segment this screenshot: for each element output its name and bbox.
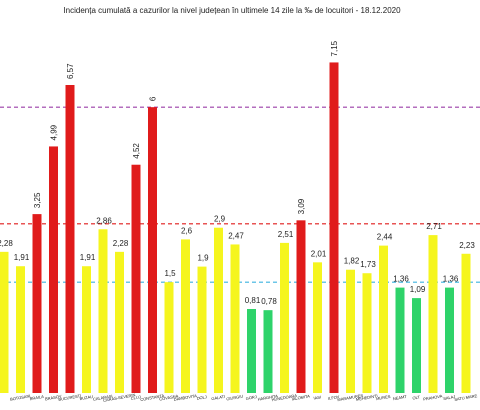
- x-tick-label: CARAS-SEVERIN: [103, 392, 136, 403]
- x-tick-label: OLT: [412, 394, 421, 400]
- x-tick-label: MEHEDINTI: [355, 393, 378, 402]
- x-tick-label: DAMBOVITA: [173, 393, 197, 402]
- bar: [445, 287, 454, 393]
- value-label: 1,09: [410, 285, 426, 294]
- x-tick-label: GALATI: [211, 394, 226, 401]
- bar: [32, 214, 42, 393]
- bar: [0, 251, 9, 393]
- value-label: 2,44: [377, 233, 393, 242]
- x-tick-label: IALOMITA: [291, 393, 310, 401]
- x-tick-label: PRAHOVA: [423, 393, 443, 401]
- value-label: 1,82: [344, 257, 360, 266]
- value-label: 2,9: [214, 215, 226, 224]
- x-tick-label: BUCURESTI: [58, 393, 82, 402]
- bar: [461, 253, 471, 393]
- chart-title: Incidența cumulată a cazurilor la nivel …: [63, 6, 401, 15]
- x-tick-label: DOLJ: [196, 394, 207, 401]
- bar: [230, 244, 240, 393]
- bar: [16, 266, 25, 393]
- x-tick-label: MARAMURES: [337, 393, 364, 402]
- value-label: 0,78: [261, 297, 277, 306]
- bar: [412, 298, 421, 393]
- x-tick-label: GIURGIU: [226, 394, 244, 402]
- value-label: 2,28: [0, 239, 13, 248]
- value-label: 6: [149, 96, 158, 101]
- value-label: 3,09: [297, 198, 306, 214]
- bar: [131, 164, 141, 393]
- x-tick-label: BUZAU: [79, 394, 93, 401]
- value-label: 2,6: [181, 226, 193, 235]
- value-label: 2,86: [96, 216, 112, 225]
- x-tick-label: MURES: [376, 394, 391, 401]
- bar: [115, 251, 124, 393]
- x-tick-label: COVASNA: [159, 393, 179, 401]
- value-label: 2,51: [278, 230, 294, 239]
- bar: [247, 309, 256, 393]
- x-tick-label: CONSTANTA: [140, 393, 165, 402]
- bar: [49, 146, 58, 393]
- x-tick-label: BRAILA: [29, 394, 44, 401]
- bar: [214, 227, 223, 393]
- x-tick-label: CALARASI: [93, 393, 113, 401]
- bar: [164, 282, 174, 393]
- value-label: 1,73: [360, 260, 376, 269]
- bar: [148, 107, 157, 394]
- value-label: 1,36: [443, 275, 459, 284]
- x-tick-label: HARGHITA: [257, 393, 278, 402]
- bar: [346, 269, 355, 393]
- value-label: 6,57: [66, 63, 75, 79]
- bar: [98, 229, 108, 393]
- value-label: 2,01: [311, 249, 327, 258]
- value-label: 7,15: [330, 40, 339, 56]
- x-tick-label: SALAJ: [443, 394, 456, 401]
- bar: [65, 85, 75, 393]
- value-label: 4,52: [132, 143, 141, 159]
- bar: [395, 287, 405, 393]
- x-tick-label: GORJ: [245, 394, 257, 401]
- bar: [280, 242, 289, 393]
- x-tick-label: CLUJ: [130, 394, 141, 401]
- x-tick-label: IASI: [313, 394, 321, 400]
- value-label: 2,28: [113, 239, 129, 248]
- bar: [329, 62, 339, 393]
- value-label: 4,99: [50, 124, 59, 140]
- value-label: 2,71: [426, 222, 442, 231]
- bar: [296, 220, 306, 393]
- bar: [379, 245, 388, 393]
- value-label: 0,81: [245, 296, 261, 305]
- bar: [313, 262, 322, 393]
- value-label: 1,91: [80, 253, 96, 262]
- x-tick-label: NEAMT: [392, 394, 407, 401]
- bar: [428, 235, 438, 393]
- value-label: 1,36: [393, 275, 409, 284]
- value-label: 3,25: [33, 192, 42, 208]
- x-tick-label: BRASOV: [45, 394, 63, 402]
- x-tick-label: SATU MARE: [454, 393, 478, 402]
- bar: [181, 239, 190, 393]
- value-label: 2,47: [228, 231, 244, 240]
- value-label: 2,23: [459, 241, 475, 250]
- x-tick-label: HUNEDOARA: [271, 393, 297, 402]
- x-tick-label: BOTOSANI: [10, 393, 31, 402]
- x-tick-label: ILFOV: [328, 394, 341, 401]
- bar: [263, 310, 273, 393]
- bar: [82, 266, 91, 393]
- value-label: 1,5: [164, 269, 176, 278]
- value-label: 1,9: [197, 254, 209, 263]
- value-label: 1,91: [14, 253, 30, 262]
- bar: [197, 266, 207, 393]
- bar: [362, 273, 372, 393]
